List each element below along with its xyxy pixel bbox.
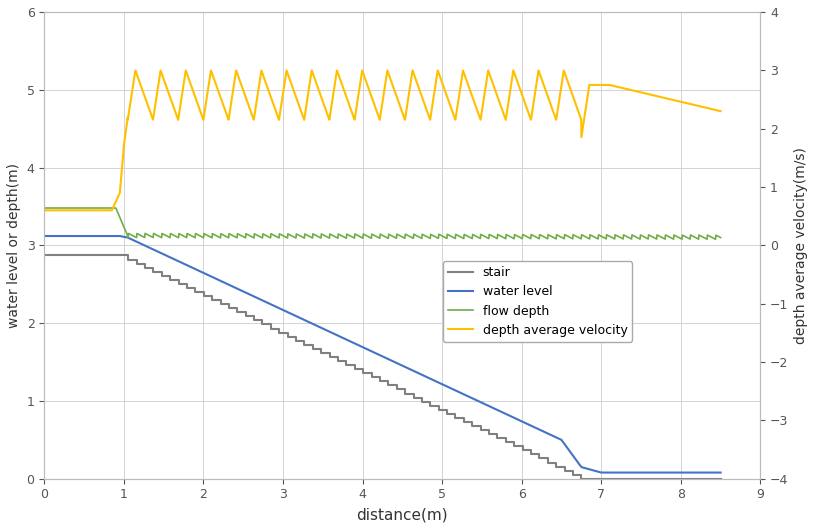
depth average velocity bbox=[544, 97, 554, 103]
water level bbox=[597, 469, 607, 476]
stair bbox=[551, 459, 561, 466]
flow depth bbox=[368, 232, 378, 238]
depth average velocity bbox=[479, 93, 489, 99]
flow depth bbox=[696, 233, 706, 239]
stair bbox=[576, 476, 586, 482]
depth average velocity bbox=[596, 81, 606, 88]
depth average velocity bbox=[162, 86, 172, 92]
flow depth bbox=[350, 231, 360, 238]
Line: depth average velocity: depth average velocity bbox=[44, 70, 720, 211]
depth average velocity bbox=[297, 113, 307, 119]
water level bbox=[438, 381, 447, 388]
water level bbox=[716, 469, 725, 476]
water level bbox=[346, 338, 355, 344]
X-axis label: distance(m): distance(m) bbox=[356, 507, 448, 522]
stair bbox=[467, 419, 477, 425]
depth average velocity bbox=[39, 207, 49, 214]
Y-axis label: water level or depth(m): water level or depth(m) bbox=[7, 163, 21, 328]
Line: flow depth: flow depth bbox=[44, 208, 720, 239]
depth average velocity bbox=[408, 67, 417, 74]
Y-axis label: depth average velocity(m/s): depth average velocity(m/s) bbox=[794, 147, 808, 344]
depth average velocity bbox=[716, 108, 725, 114]
Line: water level: water level bbox=[44, 236, 720, 472]
Line: stair: stair bbox=[44, 256, 720, 479]
stair bbox=[266, 321, 275, 327]
flow depth bbox=[696, 233, 706, 239]
stair bbox=[501, 439, 511, 445]
depth average velocity bbox=[445, 102, 455, 108]
water level bbox=[548, 433, 558, 439]
flow depth bbox=[74, 205, 84, 211]
flow depth bbox=[716, 234, 725, 241]
Legend: stair, water level, flow depth, depth average velocity: stair, water level, flow depth, depth av… bbox=[443, 261, 632, 342]
water level bbox=[39, 233, 49, 239]
water level bbox=[491, 406, 500, 413]
stair bbox=[132, 257, 142, 263]
stair bbox=[716, 476, 725, 482]
stair bbox=[39, 252, 49, 259]
flow depth bbox=[39, 205, 49, 211]
flow depth bbox=[572, 233, 582, 240]
water level bbox=[214, 277, 223, 283]
water level bbox=[159, 251, 169, 258]
stair bbox=[123, 257, 133, 263]
flow depth bbox=[711, 236, 720, 242]
